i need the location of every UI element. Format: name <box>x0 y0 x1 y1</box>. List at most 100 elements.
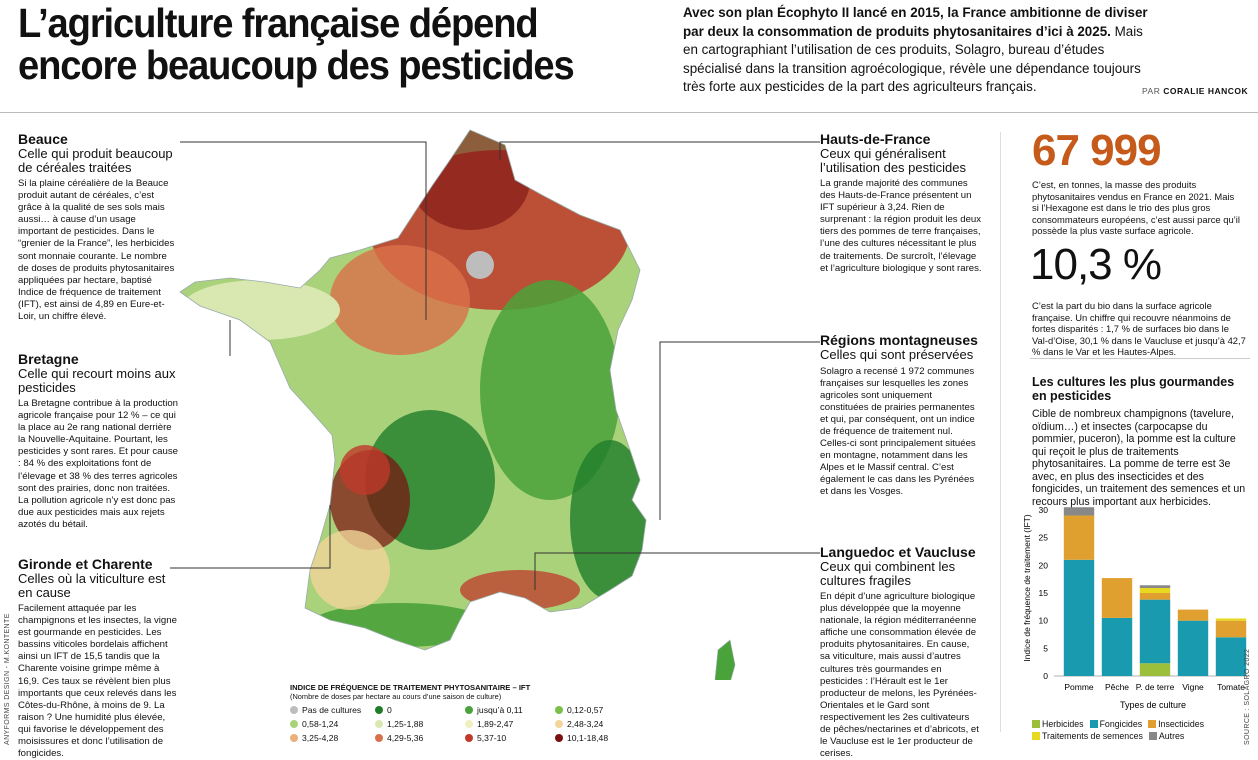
chart-x-tick: Tomate <box>1217 682 1245 692</box>
stat-divider <box>1030 358 1250 359</box>
legend-swatch-icon <box>1148 720 1156 728</box>
chart-bar-segment <box>1216 618 1246 620</box>
chart-legend-label: Autres <box>1159 731 1184 741</box>
legend-dot-icon <box>555 706 563 714</box>
chart-bar-segment <box>1140 663 1170 676</box>
map-legend-subtitle: (Nombre de doses par hectare au cours d’… <box>290 692 590 701</box>
chart-x-label: Types de culture <box>1120 700 1186 710</box>
map-legend: INDICE DE FRÉQUENCE DE TRAITEMENT PHYTOS… <box>290 683 590 744</box>
chart-bar-segment <box>1140 588 1170 593</box>
section-title: Bretagne <box>18 352 178 367</box>
section-languedoc-vaucluse: Languedoc et Vaucluse Ceux qui combinent… <box>820 545 982 760</box>
legend-dot-icon <box>375 706 383 714</box>
cultures-text: Cible de nombreux champignons (tavelure,… <box>1032 408 1247 508</box>
section-bretagne: Bretagne Celle qui recourt moins aux pes… <box>18 352 178 531</box>
legend-dot-icon <box>465 706 473 714</box>
chart-bar-segment <box>1216 637 1246 676</box>
legend-dot-icon <box>465 720 473 728</box>
chart-legend-label: Traitements de semences <box>1042 731 1143 741</box>
chart-legend-item: Insecticides <box>1148 719 1204 729</box>
intro-lead: Avec son plan Écophyto II lancé en 2015,… <box>683 5 1148 39</box>
map-legend-item: 4,29-5,36 <box>375 732 465 744</box>
section-subtitle: Ceux qui combinent les cultures fragiles <box>820 560 982 587</box>
map-regions <box>170 120 830 680</box>
section-title: Beauce <box>18 132 178 147</box>
section-subtitle: Ceux qui généralisent l’utilisation des … <box>820 147 982 174</box>
legend-dot-icon <box>375 734 383 742</box>
byline: PAR CORALIE HANCOK <box>1142 86 1248 96</box>
map-legend-items: Pas de cultures 0 jusqu’à 0,11 0,12-0,57 0,5… <box>290 704 590 744</box>
map-legend-label: 4,29-5,36 <box>387 733 423 743</box>
legend-dot-icon <box>375 720 383 728</box>
section-title: Languedoc et Vaucluse <box>820 545 982 560</box>
section-title: Régions montagneuses <box>820 333 982 348</box>
legend-dot-icon <box>555 734 563 742</box>
map-legend-label: 2,48-3,24 <box>567 719 603 729</box>
map-legend-label: 0,58-1,24 <box>302 719 338 729</box>
page-title: L’agriculture française dépend encore be… <box>18 2 576 86</box>
map-legend-item: 0,58-1,24 <box>290 718 375 730</box>
section-subtitle: Celle qui produit beaucoup de céréales t… <box>18 147 178 174</box>
map-legend-label: 1,25-1,88 <box>387 719 423 729</box>
legend-swatch-icon <box>1032 732 1040 740</box>
leader-hdf <box>500 142 820 160</box>
map-legend-label: 0,12-0,57 <box>567 705 603 715</box>
stat-bio-value: 10,3 % <box>1030 240 1161 290</box>
stat-tonnage-value: 67 999 <box>1032 126 1161 176</box>
section-title: Gironde et Charente <box>18 557 178 572</box>
section-body: Solagro a recensé 1 972 communes françai… <box>820 366 982 499</box>
chart-legend-label: Herbicides <box>1042 719 1084 729</box>
chart-bar-segment <box>1102 578 1132 618</box>
section-gironde: Gironde et Charente Celles où la viticul… <box>18 557 178 760</box>
chart-y-tick: 30 <box>1039 505 1049 515</box>
chart-x-tick: Vigne <box>1182 682 1204 692</box>
section-body: En dépit d’une agriculture biologique pl… <box>820 591 982 760</box>
chart-legend-item: Herbicides <box>1032 719 1084 729</box>
chart-bars <box>1064 507 1246 676</box>
chart-bar-segment <box>1064 560 1094 676</box>
map-legend-item: 0,12-0,57 <box>555 704 650 716</box>
legend-dot-icon <box>290 706 298 714</box>
header-divider <box>0 112 1258 113</box>
section-beauce: Beauce Celle qui produit beaucoup de cér… <box>18 132 178 323</box>
leader-montagne <box>660 342 820 520</box>
section-body: Facilement attaquée par les champignons … <box>18 603 178 760</box>
chart-legend-item: Fongicides <box>1090 719 1143 729</box>
legend-swatch-icon <box>1090 720 1098 728</box>
legend-dot-icon <box>465 734 473 742</box>
section-subtitle: Celle qui recourt moins aux pesticides <box>18 367 178 394</box>
section-subtitle: Celles où la viticulture est en cause <box>18 572 178 599</box>
chart-x-tick: P. de terre <box>1136 682 1175 692</box>
chart-bar-segment <box>1064 516 1094 560</box>
section-regions-montagneuses: Régions montagneuses Celles qui sont pré… <box>820 333 982 499</box>
map-legend-label: 1,89-2,47 <box>477 719 513 729</box>
legend-dot-icon <box>290 720 298 728</box>
chart-bar-segment <box>1102 618 1132 676</box>
chart-bar-segment <box>1178 621 1208 676</box>
chart-legend-label: Fongicides <box>1100 719 1143 729</box>
stat-bio-text: C’est la part du bio dans la surface agr… <box>1032 300 1247 358</box>
section-body: La Bretagne contribue à la production ag… <box>18 398 178 531</box>
legend-dot-icon <box>290 734 298 742</box>
source-note: SOURCE : SOLAGRO 2022 <box>1244 649 1251 745</box>
chart-bar-segment <box>1064 507 1094 515</box>
chart-y-label: Indice de fréquence de traitement (IFT) <box>1022 514 1032 662</box>
map-legend-label: 10,1-18,48 <box>567 733 608 743</box>
chart-bar-segment <box>1140 600 1170 664</box>
map-legend-label: Pas de cultures <box>302 705 361 715</box>
section-body: La grande majorité des communes des Haut… <box>820 178 982 275</box>
legend-swatch-icon <box>1032 720 1040 728</box>
stat-tonnage-text: C’est, en tonnes, la masse des produits … <box>1032 179 1242 237</box>
map-legend-item: 1,25-1,88 <box>375 718 465 730</box>
chart-x-tick: Pêche <box>1105 682 1129 692</box>
section-body: Si la plaine céréalière de la Beauce pro… <box>18 178 178 323</box>
chart-y-tick: 0 <box>1043 671 1048 681</box>
corsica-shape <box>715 640 735 680</box>
map-legend-item: Pas de cultures <box>290 704 375 716</box>
column-divider <box>1000 132 1001 732</box>
chart-y-tick: 10 <box>1039 616 1049 626</box>
chart-y-tick: 20 <box>1039 560 1049 570</box>
map-legend-item: 1,89-2,47 <box>465 718 555 730</box>
map-legend-label: 3,25-4,28 <box>302 733 338 743</box>
section-subtitle: Celles qui sont préservées <box>820 348 982 362</box>
